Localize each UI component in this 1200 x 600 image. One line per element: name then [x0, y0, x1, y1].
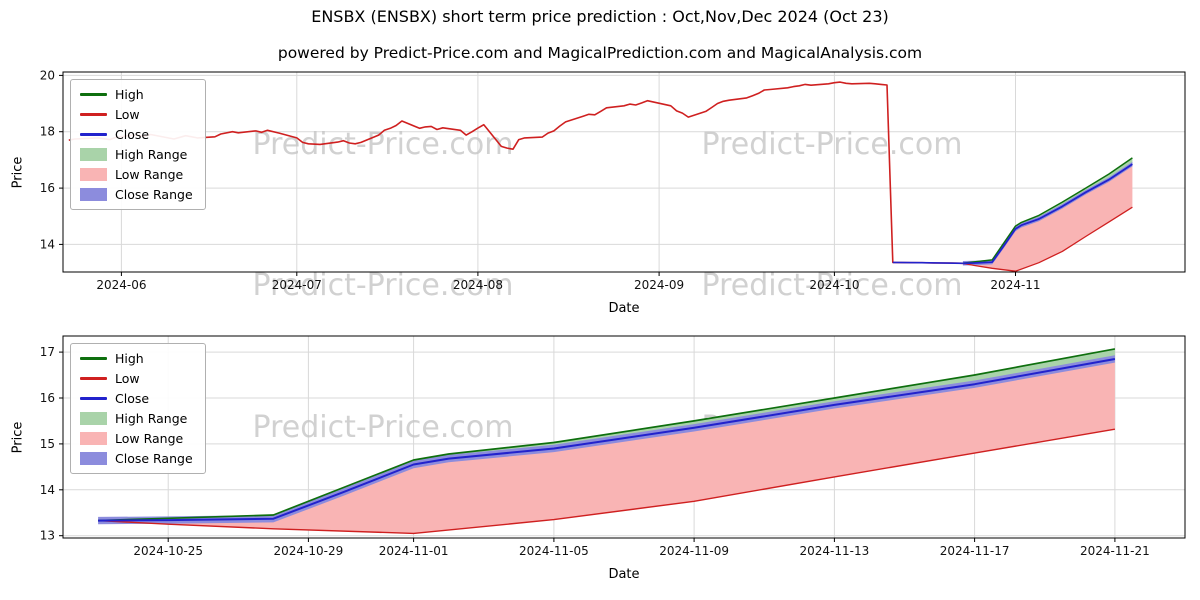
legend-label: Low	[115, 371, 140, 386]
legend-label: Close	[115, 127, 150, 142]
legend-patch-swatch	[80, 452, 107, 465]
legend-item-close: Close	[80, 127, 193, 142]
x-axis-label: Date	[608, 301, 640, 316]
x-tick-label: 2024-11-17	[940, 544, 1010, 558]
legend-line-swatch	[80, 397, 107, 400]
x-tick-label: 2024-06	[96, 278, 146, 292]
watermark-text: Predict-Price.com	[253, 410, 514, 445]
watermark-text: Predict-Price.com	[702, 268, 963, 303]
legend-item-high: High	[80, 87, 193, 102]
low-forecast-line	[962, 206, 1133, 272]
legend-item-close-range: Close Range	[80, 451, 193, 466]
x-tick-label: 2024-11-05	[519, 544, 589, 558]
legend-item-low: Low	[80, 107, 193, 122]
x-tick-label: 2024-07	[272, 278, 322, 292]
y-tick-label: 16	[40, 181, 55, 195]
legend-label: Low Range	[115, 167, 184, 182]
legend-line-swatch	[80, 357, 107, 360]
legend-item-close-range: Close Range	[80, 187, 193, 202]
legend-item-high: High	[80, 351, 193, 366]
legend-label: High	[115, 351, 144, 366]
legend-item-close: Close	[80, 391, 193, 406]
legend-item-low-range: Low Range	[80, 431, 193, 446]
low-line	[68, 81, 963, 265]
y-tick-label: 15	[40, 437, 55, 451]
close-forecast-line	[98, 358, 1116, 522]
forecast-chart-canvas: Predict-Price.comPredict-Price.com2024-1…	[40, 335, 1186, 558]
close-historical-line	[892, 261, 963, 265]
legend: High Low Close High Range Low Range Close Ran…	[70, 343, 206, 474]
legend-label: Low Range	[115, 431, 184, 446]
y-axis-label: Price	[10, 421, 26, 454]
x-tick-label: 2024-09	[634, 278, 684, 292]
legend-patch-swatch	[80, 432, 107, 445]
plot-border	[62, 335, 1186, 539]
y-tick-label: 18	[40, 125, 55, 139]
x-tick-label: 2024-11-01	[379, 544, 449, 558]
x-tick-label: 2024-11-13	[800, 544, 870, 558]
x-tick-label: 2024-10-29	[274, 544, 344, 558]
main-chart-canvas: Predict-Price.com Predict-Price.com Predic…	[40, 68, 1186, 303]
plot-border	[62, 71, 1186, 273]
legend-line-swatch	[80, 113, 107, 116]
y-tick-label: 14	[40, 483, 55, 497]
x-tick-label: 2024-10	[809, 278, 859, 292]
legend-line-swatch	[80, 133, 107, 136]
legend-label: Close Range	[115, 451, 193, 466]
legend-item-high-range: High Range	[80, 147, 193, 162]
legend-item-low: Low	[80, 371, 193, 386]
x-tick-label: 2024-11-21	[1080, 544, 1150, 558]
y-tick-label: 20	[40, 68, 55, 82]
high-forecast-line	[962, 157, 1133, 265]
x-axis-label: Date	[608, 567, 640, 582]
y-tick-label: 13	[40, 529, 55, 543]
legend-label: High Range	[115, 147, 188, 162]
x-tick-label: 2024-11-09	[659, 544, 729, 558]
watermark-text: Predict-Price.com	[702, 127, 963, 162]
legend-patch-swatch	[80, 188, 107, 201]
legend-label: High Range	[115, 411, 188, 426]
legend-item-low-range: Low Range	[80, 167, 193, 182]
y-tick-label: 16	[40, 391, 55, 405]
legend: High Low Close High Range Low Range Close Ran…	[70, 79, 206, 210]
legend-label: Close Range	[115, 187, 193, 202]
forecast-detail-chart: Predict-Price.comPredict-Price.com2024-1…	[0, 320, 1200, 600]
legend-item-high-range: High Range	[80, 411, 193, 426]
x-tick-label: 2024-10-25	[133, 544, 203, 558]
main-prediction-chart: Predict-Price.com Predict-Price.com Predic…	[10, 7, 1186, 316]
y-tick-label: 14	[40, 237, 55, 251]
legend-patch-swatch	[80, 148, 107, 161]
chart-subtitle: powered by Predict-Price.com and Magical…	[277, 44, 923, 62]
y-axis-label: Price	[10, 156, 26, 189]
watermark-text: Predict-Price.com	[253, 268, 514, 303]
x-tick-label: 2024-08	[453, 278, 503, 292]
legend-patch-swatch	[80, 412, 107, 425]
x-tick-label: 2024-11	[990, 278, 1040, 292]
legend-label: High	[115, 87, 144, 102]
legend-line-swatch	[80, 377, 107, 380]
legend-label: Close	[115, 391, 150, 406]
y-tick-label: 17	[40, 345, 55, 359]
low-forecast-line	[98, 428, 1116, 535]
close-forecast-line	[962, 163, 1133, 265]
legend-line-swatch	[80, 93, 107, 96]
chart-title: ENSBX (ENSBX) short term price predictio…	[311, 7, 889, 26]
legend-patch-swatch	[80, 168, 107, 181]
legend-label: Low	[115, 107, 140, 122]
high-forecast-line	[98, 348, 1116, 522]
